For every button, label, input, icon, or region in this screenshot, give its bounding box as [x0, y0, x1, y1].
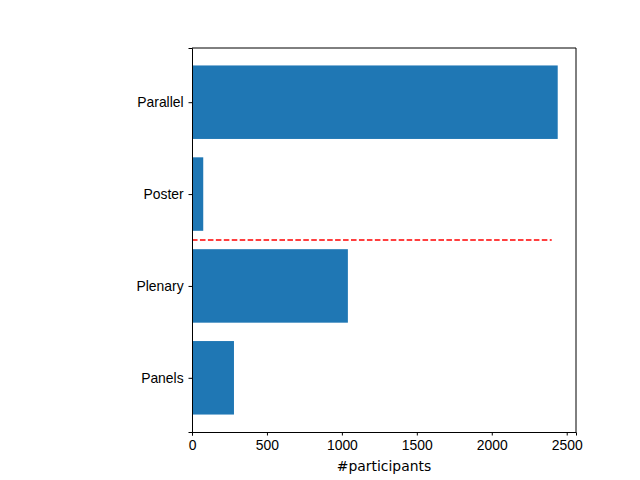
- tick-label: Plenary: [136, 278, 183, 294]
- tick: Poster: [143, 186, 192, 202]
- tick-mark: [567, 432, 568, 436]
- tick-mark: [189, 102, 193, 103]
- spine: [576, 48, 577, 432]
- spine: [192, 48, 576, 49]
- x-axis: 0 500 1000 1500 2000 2500: [189, 432, 583, 453]
- tick: 2000: [477, 432, 508, 453]
- tick-label: 2000: [477, 437, 508, 453]
- tick-mark: [189, 286, 193, 287]
- bar: [192, 249, 348, 322]
- tick: Plenary: [136, 278, 192, 294]
- tick-label: 500: [256, 437, 279, 453]
- tick-mark: [267, 432, 268, 436]
- tick: 1500: [402, 432, 433, 453]
- tick: 1000: [327, 432, 358, 453]
- tick: 500: [256, 432, 279, 453]
- tick-label: 0: [189, 437, 197, 453]
- tick: Panels: [141, 370, 192, 386]
- tick: 0: [189, 432, 197, 453]
- y-axis: Parallel Poster Plenary Panels: [136, 49, 192, 433]
- tick-mark: [417, 432, 418, 436]
- axis-line: [193, 433, 577, 436]
- x-axis-title: #participants: [337, 458, 431, 474]
- tick-label: Parallel: [137, 94, 183, 110]
- tick-label: Panels: [141, 370, 184, 386]
- tick-label: Poster: [143, 186, 184, 202]
- tick-label: 2500: [552, 437, 583, 453]
- bar: [192, 341, 234, 414]
- tick-mark: [189, 194, 193, 195]
- tick: Parallel: [137, 94, 192, 110]
- bar: [192, 65, 558, 138]
- axis-line: [189, 49, 193, 433]
- tick-mark: [492, 432, 493, 436]
- tick-mark: [342, 432, 343, 436]
- tick-label: 1000: [327, 437, 358, 453]
- plot-area: [192, 65, 558, 414]
- chart: 0 500 1000 1500 2000 2500 Parallel Poster Plenar…: [0, 0, 640, 480]
- tick: 2500: [552, 432, 583, 453]
- reference-line: [192, 239, 552, 241]
- tick-mark: [189, 378, 193, 379]
- tick-label: 1500: [402, 437, 433, 453]
- bar: [192, 157, 203, 230]
